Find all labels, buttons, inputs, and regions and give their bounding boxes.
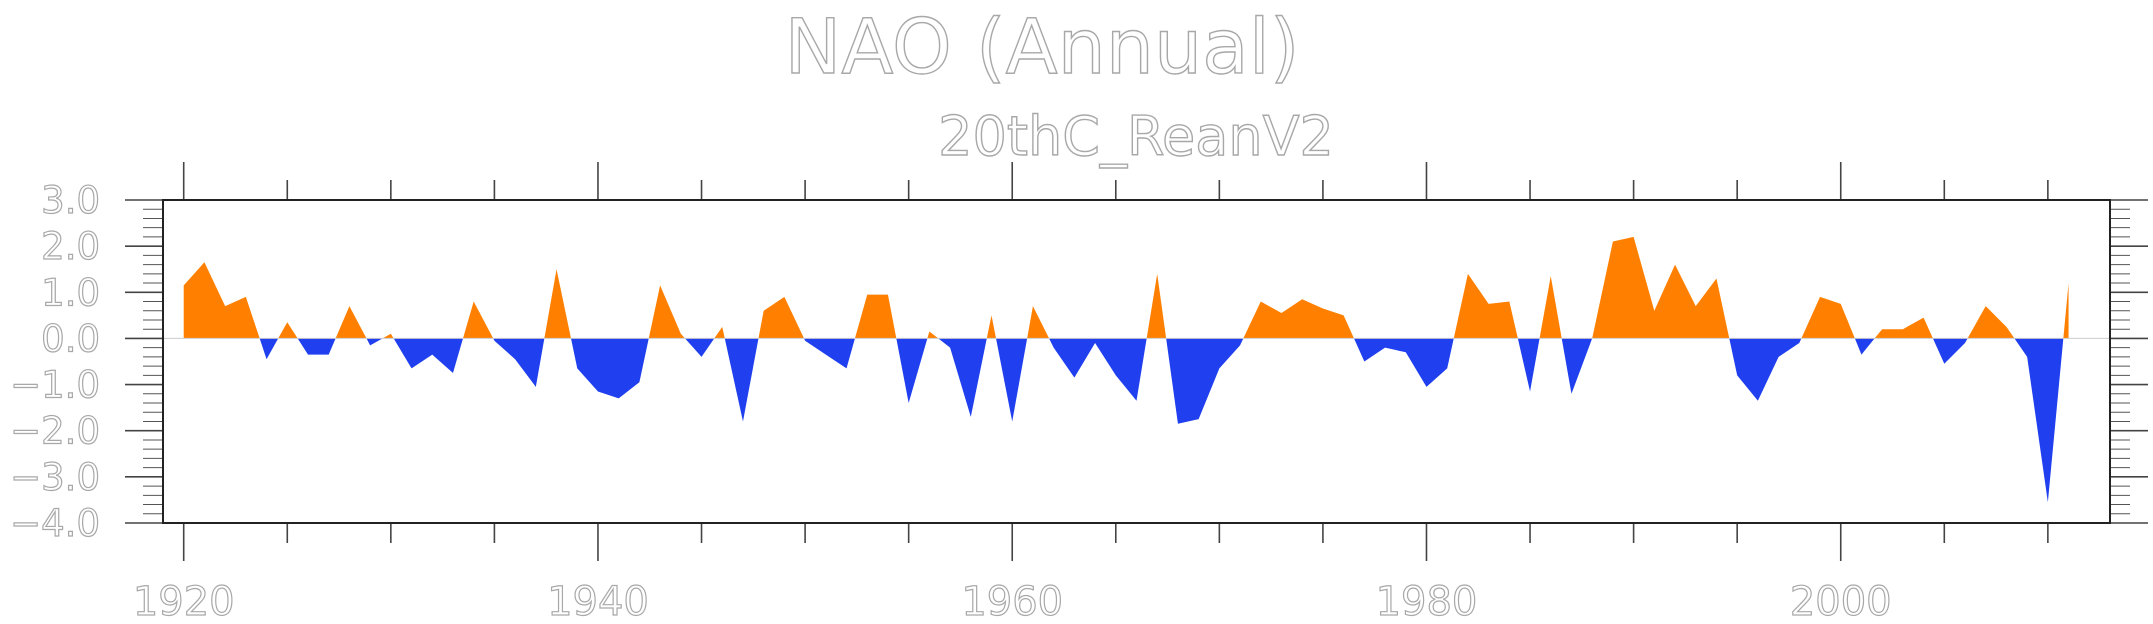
negative-anomaly-area-15: [724, 338, 759, 422]
positive-area-group: [183, 236, 2069, 339]
positive-anomaly-area-16: [758, 296, 805, 339]
negative-anomaly-area-29: [1353, 338, 1454, 387]
positive-anomaly-area-12: [648, 285, 685, 339]
negative-anomaly-area-37: [1854, 338, 1875, 355]
positive-anomaly-area-18: [854, 294, 897, 339]
positive-anomaly-area-20: [927, 331, 939, 339]
negative-anomaly-area-39: [1932, 338, 1968, 364]
negative-anomaly-area-1: [259, 338, 279, 360]
positive-anomaly-area-40: [1967, 306, 2015, 339]
y-tick-label: 3.0: [41, 179, 100, 222]
negative-anomaly-area-23: [996, 338, 1028, 422]
negative-anomaly-area-17: [804, 338, 855, 369]
positive-anomaly-area-0: [183, 262, 260, 339]
x-tick-label: 1940: [547, 579, 649, 624]
y-tick-label: 2.0: [41, 225, 100, 268]
negative-anomaly-area-13: [684, 338, 715, 357]
negative-anomaly-area-3: [297, 338, 336, 355]
negative-anomaly-area-35: [1729, 338, 1802, 401]
negative-anomaly-area-25: [1049, 338, 1147, 401]
negative-anomaly-area-27: [1166, 338, 1244, 424]
negative-area-group: [259, 338, 2064, 503]
positive-anomaly-area-6: [382, 333, 394, 339]
plot-frame: [162, 199, 2111, 524]
y-tick-label: −2.0: [10, 410, 100, 453]
y-tick-label: −1.0: [10, 364, 100, 407]
positive-anomaly-area-30: [1453, 273, 1518, 339]
chart-subtitle: 20thC_ReanV2: [938, 105, 1334, 168]
y-axis-labels: 3.02.01.00.0−1.0−2.0−3.0−4.0: [10, 178, 101, 545]
negative-anomaly-area-33: [1561, 338, 1593, 394]
x-tick-label: 1960: [961, 579, 1063, 624]
y-tick-label: 0.0: [41, 317, 100, 360]
negative-anomaly-area-7: [393, 338, 463, 374]
negative-anomaly-area-9: [493, 338, 545, 387]
positive-anomaly-area-4: [335, 306, 367, 339]
y-tick-label: −4.0: [10, 502, 100, 545]
x-tick-label: 1920: [133, 579, 235, 624]
x-axis-labels: 1920 1940 1960 1980 2000: [132, 578, 1892, 624]
axis-ticks: [125, 162, 2148, 561]
negative-anomaly-area-19: [896, 338, 928, 404]
positive-anomaly-area-26: [1146, 273, 1167, 339]
positive-anomaly-area-32: [1539, 276, 1562, 339]
positive-anomaly-area-42: [2063, 283, 2069, 339]
chart-title: NAO (Annual): [785, 2, 1300, 91]
positive-anomaly-area-14: [714, 326, 725, 339]
negative-anomaly-area-21: [938, 338, 987, 417]
positive-anomaly-area-8: [463, 301, 494, 339]
positive-anomaly-area-28: [1243, 299, 1354, 339]
positive-anomaly-area-24: [1027, 306, 1050, 339]
positive-anomaly-area-34: [1592, 236, 1730, 339]
positive-anomaly-area-10: [544, 269, 571, 339]
plot-area: [163, 236, 2110, 503]
x-tick-label: 1980: [1376, 579, 1478, 624]
x-tick-label: 2000: [1790, 579, 1892, 624]
negative-anomaly-area-41: [2014, 338, 2064, 503]
negative-anomaly-area-31: [1517, 338, 1540, 392]
negative-anomaly-area-11: [570, 338, 649, 399]
positive-anomaly-area-2: [278, 322, 298, 339]
positive-anomaly-area-38: [1874, 317, 1933, 339]
positive-anomaly-area-36: [1801, 296, 1855, 339]
negative-anomaly-area-5: [366, 338, 383, 346]
y-tick-label: 1.0: [41, 271, 100, 314]
positive-anomaly-area-22: [986, 315, 997, 339]
y-tick-label: −3.0: [10, 456, 100, 499]
